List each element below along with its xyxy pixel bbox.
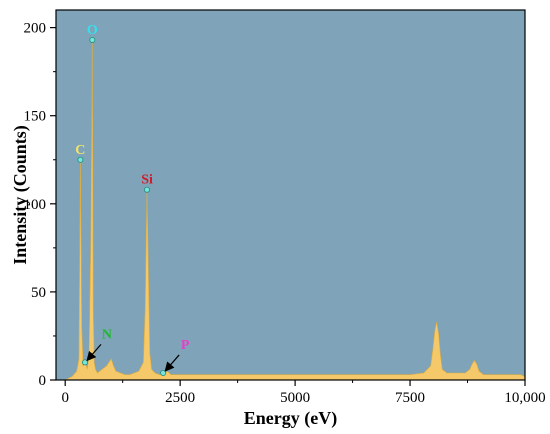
- peak-marker-o: [89, 36, 96, 43]
- peak-label-o: O: [87, 23, 98, 38]
- y-tick-label-2: 100: [24, 197, 47, 213]
- peak-marker-si: [144, 186, 151, 193]
- x-tick-label-4: 10,000: [504, 390, 545, 406]
- y-axis: 0 50 100 150 200: [24, 21, 56, 389]
- x-axis: 0 2500 5000 7500 10,000: [61, 380, 546, 406]
- plot-area: [56, 10, 525, 380]
- y-tick-label-0: 0: [39, 373, 47, 389]
- peak-arrow-n: [86, 343, 102, 362]
- peak-marker-c: [77, 156, 84, 163]
- y-tick-label-1: 50: [31, 285, 46, 301]
- x-tick-label-1: 2500: [165, 390, 195, 406]
- x-axis-title: Energy (eV): [244, 408, 337, 429]
- x-tick-label-3: 7500: [395, 390, 425, 406]
- peak-marker-n: [81, 359, 88, 366]
- x-tick-label-0: 0: [61, 390, 69, 406]
- y-tick-label-3: 150: [24, 109, 47, 125]
- peak-marker-p: [160, 369, 167, 376]
- plot-frame: [55, 9, 526, 381]
- peak-label-n: N: [102, 327, 112, 342]
- annotation-layer: C O Si N P: [75, 23, 190, 376]
- y-axis-title: Intensity (Counts): [10, 125, 31, 265]
- y-tick-label-4: 200: [24, 21, 47, 37]
- peak-label-p: P: [181, 338, 190, 353]
- peak-label-si: Si: [141, 173, 153, 188]
- peak-label-c: C: [75, 143, 85, 158]
- x-tick-label-2: 5000: [280, 390, 310, 406]
- peak-arrow-p: [164, 354, 180, 372]
